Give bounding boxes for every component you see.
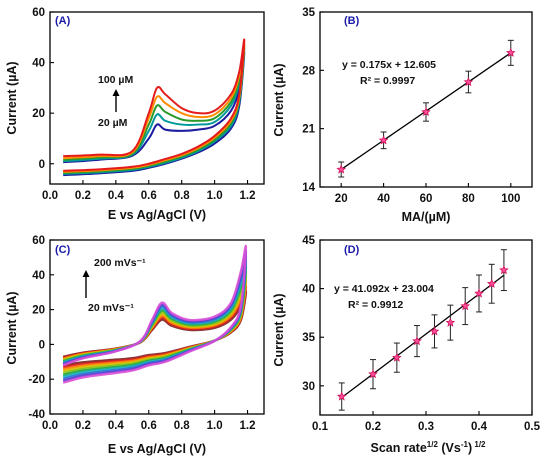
panel-d: (D) Scan rate1/2 (Vs-1) 1/2 Current (µA)… [272, 235, 541, 455]
panel-b-ytick-label-2: 28 [302, 65, 315, 77]
panel-a-xtick-label-1: 0.2 [75, 190, 91, 202]
panel-d-xtick-label-1: 0.2 [365, 421, 381, 433]
panel-d-xlabel-sup1: 1/2 [427, 440, 439, 449]
panel-d-ytick-label-2: 40 [302, 284, 315, 296]
panel-c-xtick-label-5: 1.0 [207, 420, 223, 432]
panel-c-ytick-label-4: 40 [32, 270, 45, 282]
panel-d-point-4 [429, 326, 440, 336]
panel-b-point-0 [336, 164, 346, 174]
panel-a-annotation-top: 100 µM [98, 74, 133, 86]
panel-d-point-7 [474, 288, 484, 298]
panel-b-r2: R² = 0.9997 [360, 75, 415, 87]
panel-a-series-4 [63, 38, 246, 172]
panel-b-xlabel: MA/(µM) [402, 210, 451, 224]
panel-b-frame [319, 11, 533, 188]
panel-b-xtick-label-2: 60 [420, 193, 433, 205]
panel-c-ytick-label-5: 60 [32, 235, 45, 247]
panel-d-xlabel-mid: (Vs [438, 441, 461, 455]
panel-c-xtick-label-2: 0.4 [108, 420, 125, 432]
panel-c-xtick-label-6: 1.2 [240, 420, 256, 432]
panel-b-ytick-label-0: 14 [302, 182, 315, 194]
panel-c-xtick-label-1: 0.2 [75, 420, 91, 432]
panel-a-ylabel: Current (µA) [5, 61, 19, 134]
panel-c-xlabel: E vs Ag/AgCl (V) [108, 442, 206, 456]
panel-d-xlabel: Scan rate1/2 (Vs-1) 1/2 [371, 440, 487, 455]
panel-d-point-1 [368, 369, 378, 379]
panel-d-point-5 [445, 317, 456, 327]
panel-b-ylabel: Current (µA) [272, 63, 286, 136]
panel-a-xtick-label-0: 0.0 [42, 190, 58, 202]
panel-b-point-3 [463, 76, 474, 87]
panel-d-ytick-label-3: 45 [302, 235, 315, 247]
panel-b-xtick-label-3: 80 [462, 193, 475, 205]
panel-c-ytick-label-0: -40 [28, 409, 45, 421]
panel-a-arrow-head [112, 89, 120, 96]
panel-d-point-6 [460, 301, 471, 311]
panel-a-xtick-label-2: 0.4 [108, 190, 125, 202]
panel-b-point-4 [506, 47, 516, 57]
panel-d-ytick-label-0: 30 [302, 381, 315, 393]
panel-a-ytick-label-1: 20 [32, 108, 45, 120]
panel-a-xtick-label-6: 1.2 [240, 190, 256, 202]
panel-d-point-0 [336, 391, 347, 401]
panel-c-xtick-label-0: 0.0 [42, 420, 58, 432]
panel-a-series-3 [63, 42, 246, 173]
panel-c-ytick-label-2: 0 [39, 339, 45, 351]
panel-b-equation: y = 0.175x + 12.605 [342, 59, 436, 71]
panel-d-tag: (D) [344, 244, 360, 256]
panel-d-frame [319, 239, 533, 416]
panel-c-annotation-bottom: 20 mVs⁻¹ [88, 302, 134, 314]
panel-d-xlabel-end: ) [468, 441, 472, 455]
panel-a: (A) E vs Ag/AgCl (V) Current (µA) 100 µM… [5, 7, 265, 222]
panel-a-annotation-bottom: 20 µM [98, 117, 128, 129]
panel-a-xtick-label-5: 1.0 [207, 190, 223, 202]
panel-c-xtick-label-3: 0.6 [141, 420, 157, 432]
panel-b-tag: (B) [344, 15, 360, 27]
panel-c-series-9 [62, 244, 248, 384]
panel-d-xtick-label-0: 0.1 [312, 421, 329, 433]
panel-c-xtick-label-4: 0.8 [174, 420, 191, 432]
panel-a-tag: (A) [55, 15, 71, 27]
panel-d-point-8 [486, 278, 497, 288]
panel-d-r2: R² = 0.9912 [348, 299, 403, 311]
panel-a-ytick-label-3: 60 [32, 7, 45, 19]
panel-b-point-1 [378, 135, 389, 145]
panel-d-xlabel-sup2: -1 [461, 440, 469, 449]
panel-a-ytick-label-0: 0 [39, 159, 45, 171]
panel-c-frame [49, 239, 265, 415]
panel-b-ytick-label-3: 35 [302, 7, 315, 19]
panel-c-ytick-label-3: 20 [32, 305, 45, 317]
panel-b-xtick-label-4: 100 [501, 193, 520, 205]
panel-d-point-2 [392, 352, 402, 362]
panel-b-xtick-label-0: 20 [335, 193, 348, 205]
panel-d-xlabel-main: Scan rate [371, 441, 427, 455]
panel-a-ytick-label-2: 40 [32, 58, 45, 70]
panel-d-point-3 [412, 336, 422, 346]
panel-b-ytick-label-1: 21 [302, 124, 315, 136]
panel-a-xtick-label-4: 0.8 [174, 190, 191, 202]
panel-c: (C) E vs Ag/AgCl (V) Current (µA) 200 mV… [5, 235, 265, 456]
panel-c-ytick-label-1: -20 [28, 374, 45, 386]
panel-a-xtick-label-3: 0.6 [141, 190, 157, 202]
panel-d-ytick-label-1: 35 [302, 332, 315, 344]
panel-c-arrow-head [82, 270, 90, 277]
panel-d-point-9 [499, 265, 509, 275]
panel-c-tag: (C) [55, 244, 71, 256]
panel-d-ylabel: Current (µA) [272, 293, 286, 366]
panel-d-equation: y = 41.092x + 23.004 [334, 283, 434, 295]
panel-b-xtick-label-1: 40 [377, 193, 390, 205]
panel-d-xtick-label-3: 0.4 [471, 421, 488, 433]
panel-c-annotation-top: 200 mVs⁻¹ [94, 257, 146, 269]
panel-a-frame [49, 11, 265, 185]
panel-d-xlabel-sup3: 1/2 [472, 440, 486, 449]
panel-c-ylabel: Current (µA) [5, 291, 19, 364]
panel-d-xtick-label-2: 0.3 [418, 421, 434, 433]
panel-d-xtick-label-4: 0.5 [524, 421, 541, 433]
panel-b: (B) MA/(µM) Current (µA) y = 0.175x + 12… [272, 7, 533, 224]
panel-b-point-2 [421, 106, 431, 117]
panel-a-xlabel: E vs Ag/AgCl (V) [108, 208, 206, 222]
